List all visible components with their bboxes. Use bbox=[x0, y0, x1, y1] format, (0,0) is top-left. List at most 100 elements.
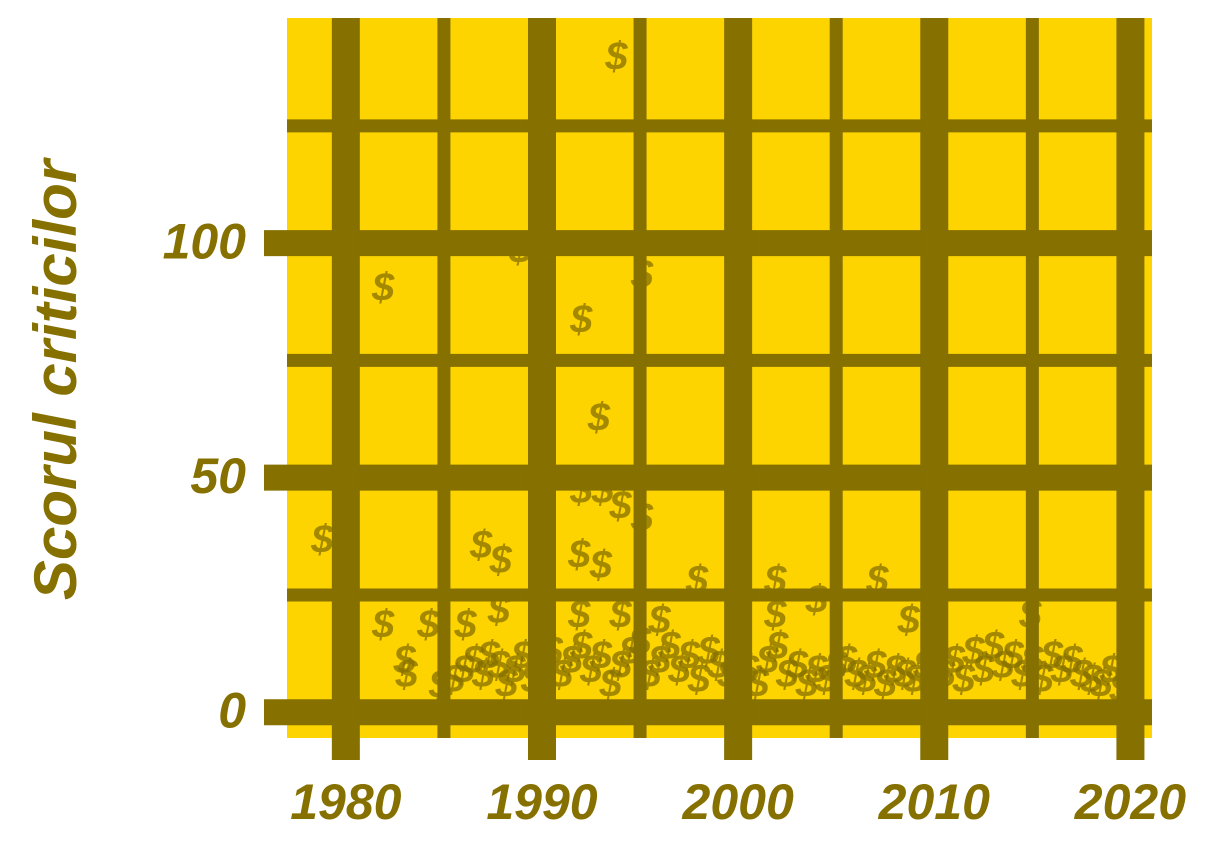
x-tick-label: 1990 bbox=[486, 774, 597, 830]
point: $ bbox=[569, 298, 593, 342]
point: $ bbox=[608, 483, 632, 527]
point: $ bbox=[1089, 662, 1113, 706]
point: $ bbox=[1018, 593, 1042, 637]
point: $ bbox=[599, 662, 623, 706]
point: $ bbox=[667, 648, 691, 692]
point: $ bbox=[785, 643, 809, 687]
y-tick-label: 0 bbox=[218, 682, 246, 738]
point: $ bbox=[520, 657, 544, 701]
point: $ bbox=[716, 652, 740, 696]
point: $ bbox=[371, 603, 395, 647]
point: $ bbox=[471, 652, 495, 696]
point: $ bbox=[775, 652, 799, 696]
point: $ bbox=[371, 266, 395, 310]
point: $ bbox=[648, 598, 672, 642]
x-tick-label: 2000 bbox=[682, 774, 794, 830]
point: $ bbox=[630, 496, 654, 540]
point: $ bbox=[567, 593, 591, 637]
point: $ bbox=[502, 648, 526, 692]
point: $ bbox=[893, 652, 917, 696]
point: $ bbox=[1050, 648, 1074, 692]
point: $ bbox=[495, 662, 519, 706]
point: $ bbox=[804, 648, 828, 692]
point: $ bbox=[687, 657, 711, 701]
point: $ bbox=[834, 638, 858, 682]
point: $ bbox=[844, 652, 868, 696]
point: $ bbox=[942, 638, 966, 682]
point: $ bbox=[530, 643, 554, 687]
point: $ bbox=[865, 558, 889, 602]
y-axis-label: Scorul criticilor bbox=[22, 156, 89, 600]
point: $ bbox=[589, 543, 613, 587]
point: $ bbox=[1069, 652, 1093, 696]
point: $ bbox=[952, 657, 976, 701]
point: $ bbox=[932, 652, 956, 696]
point: $ bbox=[657, 624, 681, 668]
point: $ bbox=[628, 619, 652, 663]
point: $ bbox=[697, 629, 721, 673]
point: $ bbox=[763, 593, 787, 637]
point: $ bbox=[559, 638, 583, 682]
point: $ bbox=[677, 633, 701, 677]
point: $ bbox=[469, 523, 493, 567]
point: $ bbox=[638, 652, 662, 696]
point: $ bbox=[961, 629, 985, 673]
point: $ bbox=[897, 598, 921, 642]
point: $ bbox=[416, 603, 440, 647]
point: $ bbox=[310, 518, 334, 562]
point: $ bbox=[604, 34, 628, 78]
x-tick-label: 1980 bbox=[290, 774, 401, 830]
point: $ bbox=[579, 648, 603, 692]
point: $ bbox=[608, 643, 632, 687]
point: $ bbox=[873, 662, 897, 706]
point: $ bbox=[508, 228, 532, 272]
point: $ bbox=[630, 253, 654, 297]
point: $ bbox=[618, 629, 642, 673]
point: $ bbox=[569, 468, 593, 512]
point: $ bbox=[981, 624, 1005, 668]
point: $ bbox=[453, 603, 477, 647]
point: $ bbox=[648, 638, 672, 682]
point: $ bbox=[1079, 657, 1103, 701]
y-tick-label: 100 bbox=[163, 213, 247, 269]
point: $ bbox=[1030, 657, 1054, 701]
point: $ bbox=[922, 662, 946, 706]
point: $ bbox=[510, 633, 534, 677]
point: $ bbox=[461, 638, 485, 682]
point: $ bbox=[1099, 648, 1123, 692]
point: $ bbox=[755, 638, 779, 682]
point: $ bbox=[567, 533, 591, 577]
x-tick-label: 2010 bbox=[878, 774, 990, 830]
point: $ bbox=[763, 558, 787, 602]
point: $ bbox=[726, 633, 750, 677]
point: $ bbox=[608, 593, 632, 637]
point: $ bbox=[442, 657, 466, 701]
point: $ bbox=[746, 662, 770, 706]
point: $ bbox=[589, 633, 613, 677]
point: $ bbox=[489, 538, 513, 582]
point: $ bbox=[1108, 666, 1132, 710]
point: $ bbox=[591, 468, 615, 512]
point: $ bbox=[477, 633, 501, 677]
x-tick-label: 2020 bbox=[1074, 774, 1186, 830]
point: $ bbox=[795, 662, 819, 706]
point: $ bbox=[540, 629, 564, 673]
point: $ bbox=[487, 643, 511, 687]
point: $ bbox=[1059, 638, 1083, 682]
point: $ bbox=[487, 588, 511, 632]
point: $ bbox=[814, 657, 838, 701]
point: $ bbox=[863, 643, 887, 687]
point: $ bbox=[451, 648, 475, 692]
point: $ bbox=[706, 643, 730, 687]
plot-background bbox=[287, 18, 1152, 738]
point: $ bbox=[903, 657, 927, 701]
point: $ bbox=[1020, 638, 1044, 682]
point: $ bbox=[824, 643, 848, 687]
point: $ bbox=[736, 648, 760, 692]
point: $ bbox=[549, 652, 573, 696]
point: $ bbox=[765, 624, 789, 668]
point: $ bbox=[569, 624, 593, 668]
point: $ bbox=[1001, 633, 1025, 677]
point: $ bbox=[395, 652, 419, 696]
